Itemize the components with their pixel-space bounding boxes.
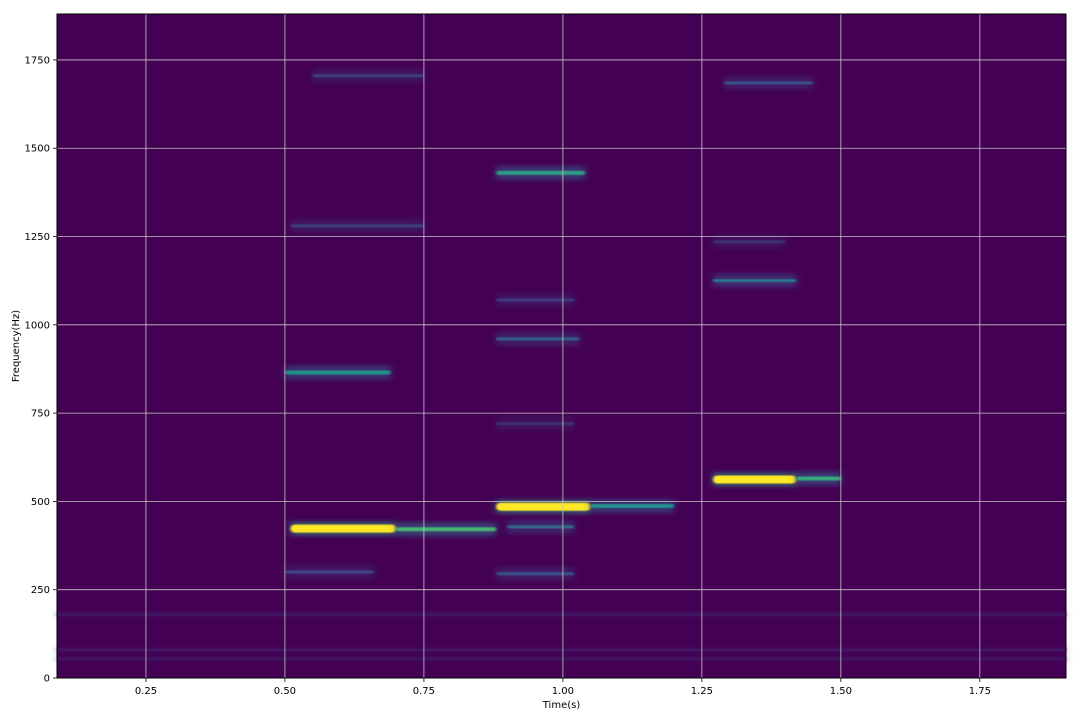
spectral-band	[496, 422, 575, 426]
y-tick-label: 750	[31, 409, 50, 420]
spectral-band	[57, 648, 1066, 652]
y-axis-ticks: 0 250 500 750 1000 1250 1500 1750	[25, 55, 57, 685]
plot-frame	[56, 13, 1067, 679]
spectral-band	[712, 475, 797, 484]
spectral-band	[496, 170, 586, 175]
spectral-bands	[57, 68, 1066, 662]
y-tick-label: 1750	[25, 55, 50, 66]
y-tick-label: 1500	[25, 144, 50, 155]
spectral-band	[57, 612, 1066, 616]
spectral-band	[284, 370, 391, 375]
y-tick-label: 1000	[25, 320, 50, 331]
spectral-band	[396, 527, 497, 532]
spectral-band	[712, 240, 786, 244]
grid-lines	[57, 14, 1066, 678]
y-tick-label: 500	[31, 497, 50, 508]
spectral-band	[496, 337, 580, 341]
spectral-band	[284, 570, 374, 574]
x-axis-label: Time(s)	[542, 700, 581, 711]
spectral-band	[496, 298, 575, 302]
x-tick-label: 0.75	[413, 686, 435, 697]
x-tick-label: 1.50	[830, 686, 852, 697]
spectral-band	[712, 279, 797, 283]
y-tick-label: 1250	[25, 232, 50, 243]
y-tick-label: 250	[31, 585, 50, 596]
spectral-band	[57, 657, 1066, 661]
spectral-band	[496, 502, 591, 511]
spectral-band	[724, 81, 814, 85]
x-tick-label: 1.00	[552, 686, 574, 697]
x-axis-ticks: 0.25 0.50 0.75 1.00 1.25 1.50 1.75	[135, 678, 991, 697]
spectral-band	[312, 74, 424, 78]
spectral-band	[290, 524, 397, 533]
y-tick-label: 0	[44, 674, 50, 685]
spectral-band	[496, 572, 575, 576]
spectral-band	[507, 525, 575, 529]
x-tick-label: 0.25	[135, 686, 157, 697]
x-tick-label: 1.25	[691, 686, 713, 697]
spectral-band	[290, 224, 424, 228]
spectral-band	[796, 476, 841, 481]
y-axis-label: Frequency(Hz)	[11, 310, 22, 382]
spectral-band	[590, 503, 675, 508]
x-tick-label: 1.75	[969, 686, 991, 697]
x-tick-label: 0.50	[274, 686, 296, 697]
